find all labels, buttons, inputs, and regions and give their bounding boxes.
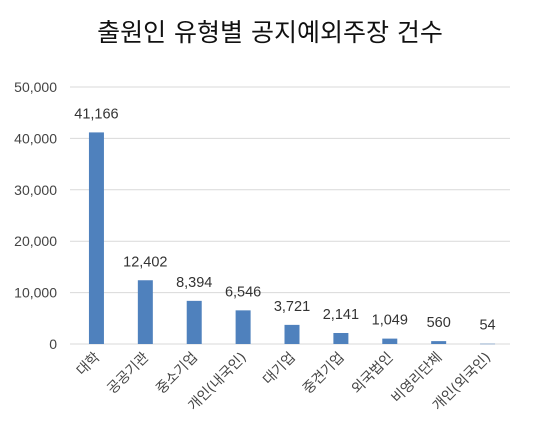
data-label: 12,402 <box>123 254 167 270</box>
bar <box>137 280 153 344</box>
bar <box>382 338 398 344</box>
bar <box>88 132 104 344</box>
data-label: 1,049 <box>372 313 408 329</box>
x-tick-label: 공공기관 <box>104 349 152 397</box>
y-tick-label: 30,000 <box>14 182 57 198</box>
data-label: 3,721 <box>274 299 310 315</box>
x-tick-label: 대기업 <box>260 350 299 389</box>
x-tick-label: 중소기업 <box>153 350 201 398</box>
data-label: 2,141 <box>323 307 359 323</box>
bars <box>88 132 496 345</box>
chart-title: 출원인 유형별 공지예외주장 건수 <box>97 18 443 47</box>
bar <box>235 310 251 344</box>
bar <box>284 324 300 344</box>
bar <box>333 332 349 344</box>
data-label: 41,166 <box>74 106 118 122</box>
x-tick-label: 중견기업 <box>300 350 348 398</box>
data-label: 54 <box>479 318 495 334</box>
bar <box>186 300 202 344</box>
y-tick-label: 20,000 <box>14 233 57 249</box>
y-tick-label: 10,000 <box>14 285 57 301</box>
y-tick-label: 50,000 <box>14 79 57 95</box>
y-tick-label: 0 <box>49 336 57 352</box>
bar <box>480 343 496 345</box>
y-axis-ticks: 0 10,000 20,000 30,000 40,000 50,000 <box>14 79 57 352</box>
data-labels: 41,166 12,402 8,394 6,546 3,721 2,141 1,049 560… <box>74 106 495 333</box>
data-label: 8,394 <box>176 275 212 291</box>
x-tick-label: 대학 <box>74 349 104 379</box>
data-label: 560 <box>427 315 451 331</box>
data-label: 6,546 <box>225 284 261 300</box>
x-tick-label: 외국법인 <box>349 350 397 398</box>
y-tick-label: 40,000 <box>14 130 57 146</box>
bar <box>431 341 447 344</box>
